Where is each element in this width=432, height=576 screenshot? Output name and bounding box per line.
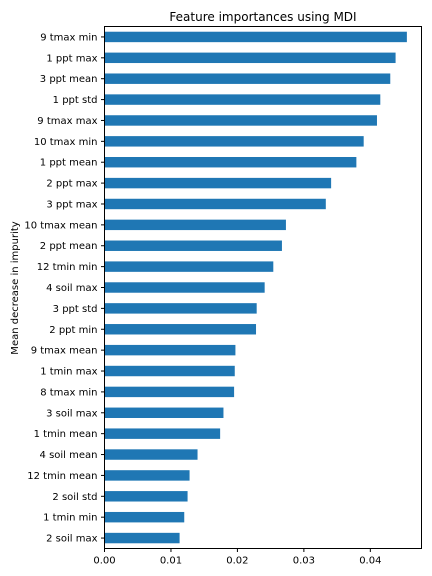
bar: [104, 365, 235, 377]
category-label: 4 soil max: [46, 283, 97, 294]
category-label: 1 tmin mean: [34, 429, 98, 440]
bar: [104, 52, 396, 64]
y-axis-label: Mean decrease in impurity: [10, 221, 21, 354]
bar: [104, 324, 257, 335]
bar: [104, 303, 257, 314]
category-label: 2 ppt mean: [40, 241, 98, 252]
category-label: 12 tmin mean: [27, 471, 97, 482]
bar: [104, 407, 224, 418]
bar: [104, 261, 274, 272]
category-label: 3 ppt max: [46, 199, 97, 210]
bars-group: [104, 31, 407, 544]
bar: [104, 177, 332, 189]
x-tick-label: 0.02: [226, 556, 248, 567]
category-label: 3 ppt mean: [40, 74, 98, 85]
category-label: 9 tmax mean: [31, 346, 98, 357]
bar: [104, 428, 221, 439]
category-label: 1 tmin min: [43, 513, 97, 524]
bar: [104, 491, 188, 502]
category-label: 3 soil max: [46, 408, 97, 419]
category-label: 2 soil max: [46, 534, 97, 545]
category-label: 8 tmax min: [40, 387, 97, 398]
category-label: 2 ppt min: [49, 325, 97, 336]
bar: [104, 344, 236, 356]
bar: [104, 115, 377, 126]
x-tick-label: 0.04: [359, 556, 381, 567]
category-label: 1 ppt max: [46, 53, 97, 64]
category-label: 9 tmax max: [37, 116, 97, 127]
category-label: 1 ppt std: [53, 95, 98, 106]
category-label: 3 ppt std: [53, 304, 98, 315]
chart-title: Feature importances using MDI: [169, 10, 356, 24]
category-label: 1 tmin max: [40, 367, 97, 378]
bar: [104, 449, 198, 460]
bar: [104, 240, 282, 251]
bar: [104, 511, 185, 523]
category-label: 1 ppt mean: [40, 158, 98, 169]
category-label: 4 soil mean: [40, 450, 98, 461]
category-label: 2 soil std: [52, 492, 97, 503]
category-labels: 9 tmax min 1 ppt max 3 ppt mean 1 ppt std 9 …: [24, 32, 105, 545]
bar: [104, 532, 180, 544]
bar: [104, 94, 381, 105]
category-label: 12 tmin min: [37, 262, 98, 273]
x-ticks: 0.00 0.01 0.02 0.03 0.04: [93, 548, 381, 567]
category-label: 9 tmax min: [40, 32, 97, 43]
x-tick-label: 0.01: [160, 556, 182, 567]
x-tick-label: 0.00: [93, 556, 115, 567]
bar: [104, 386, 235, 398]
bar: [104, 73, 391, 84]
bar: [104, 470, 190, 481]
bar: [104, 219, 286, 231]
category-label: 10 tmax mean: [24, 220, 97, 231]
bar: [104, 157, 357, 168]
x-tick-label: 0.03: [293, 556, 315, 567]
category-label: 10 tmax min: [34, 137, 98, 148]
bar: [104, 31, 407, 43]
category-label: 2 ppt max: [46, 179, 97, 190]
plot-frame: [104, 26, 422, 549]
bar: [104, 136, 364, 147]
bar: [104, 198, 326, 210]
bar: [104, 282, 265, 293]
